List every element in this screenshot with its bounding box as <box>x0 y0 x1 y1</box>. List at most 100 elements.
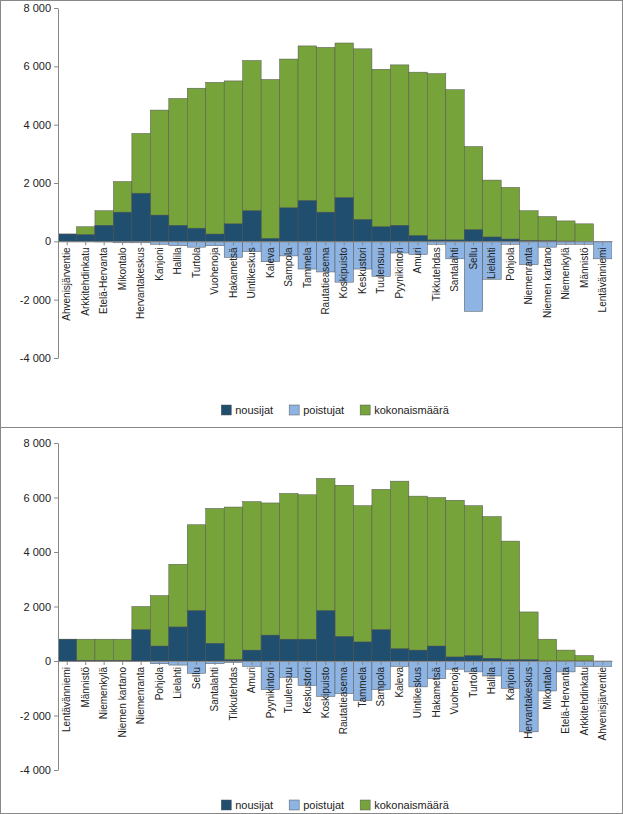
tick-label: Arkkitehdinkatu <box>80 247 91 315</box>
tick-mark <box>547 661 548 665</box>
tick-mark <box>510 661 511 665</box>
tick-mark <box>473 241 474 245</box>
legend-item: nousijat <box>221 799 273 811</box>
bar <box>575 656 593 661</box>
tick-label: Koskipuisto <box>338 247 349 299</box>
tick-mark <box>214 241 215 245</box>
tick: Tammela <box>357 661 368 708</box>
tick-label: Tuulensuu <box>375 247 386 293</box>
bar <box>243 650 261 661</box>
bar <box>243 61 261 242</box>
tick-mark <box>491 241 492 245</box>
tick-label: Sampola <box>375 667 386 707</box>
bar <box>317 478 335 661</box>
bar <box>280 59 298 241</box>
bar <box>113 182 131 242</box>
bar <box>335 43 353 241</box>
bar <box>427 74 445 242</box>
tick-label: Uintikeskus <box>246 247 257 298</box>
tick-label: Kaleva <box>265 247 276 278</box>
tick-label: Amuri <box>412 247 423 273</box>
bar <box>224 81 242 241</box>
tick-mark <box>54 183 58 184</box>
tick-label: Hakametsä <box>228 247 239 298</box>
x-axis: LentävänniemiMännistöNiemenkyläNiemen ka… <box>59 661 613 740</box>
legend-swatch <box>221 800 231 810</box>
tick-label: -2 000 <box>20 710 51 722</box>
chart: -4 000-2 00002 0004 0006 0008 000Lentävä… <box>20 437 613 811</box>
tick-label: Turtola <box>468 667 479 698</box>
tick-mark <box>54 498 58 499</box>
tick: 2 000 <box>23 177 58 189</box>
bar <box>409 236 427 242</box>
bar <box>390 481 408 661</box>
tick: Vuohenoja <box>209 241 220 294</box>
bar <box>464 506 482 661</box>
tick-label: Koskipuisto <box>320 667 331 719</box>
tick-label: Ahvenisjärventie <box>61 247 72 321</box>
tick: Lentävänniemi <box>61 661 72 732</box>
tick: Sellu <box>191 661 202 689</box>
tick-mark <box>528 661 529 665</box>
tick-label: Etelä-Hervanta <box>98 247 109 314</box>
tick: 8 000 <box>23 437 58 449</box>
bar <box>206 508 224 661</box>
bar <box>427 498 445 662</box>
legend-item: poistujat <box>289 404 344 416</box>
tick: Hervantakeskus <box>135 241 146 319</box>
bar <box>446 500 464 661</box>
tick-mark <box>399 241 400 245</box>
bar <box>150 215 168 241</box>
bar <box>409 650 427 661</box>
tick-label: Niemenkylä <box>560 247 571 300</box>
bar <box>520 660 538 661</box>
tick-mark <box>455 241 456 245</box>
bar <box>483 658 501 661</box>
legend-swatch <box>360 800 370 810</box>
tick: Niemenranta <box>523 241 534 304</box>
tick: 0 <box>45 235 58 247</box>
tick: Sellu <box>468 241 479 269</box>
tick-label: Arkkitehdinkatu <box>579 667 590 735</box>
tick: 0 <box>45 655 58 667</box>
tick: Pyynikintori <box>394 241 405 298</box>
tick-mark <box>270 241 271 245</box>
tick-mark <box>602 241 603 245</box>
bar <box>372 227 390 242</box>
bar <box>483 237 501 241</box>
tick-mark <box>122 241 123 245</box>
bar <box>427 646 445 661</box>
tick: Etelä-Hervanta <box>98 241 109 314</box>
tick-label: Keskustori <box>357 247 368 294</box>
tick-label: Pyynikintori <box>265 667 276 718</box>
bar <box>132 630 150 661</box>
bar <box>261 635 279 661</box>
tick: -2 000 <box>20 294 58 306</box>
tick: Tikkutehdas <box>431 241 442 301</box>
tick: Mikontalo <box>542 661 553 710</box>
series <box>58 611 538 661</box>
tick-mark <box>344 241 345 245</box>
tick: Hakametsä <box>228 241 239 298</box>
tick-label: Männistö <box>80 667 91 708</box>
bar <box>483 517 501 661</box>
tick-mark <box>455 661 456 665</box>
legend-label: kokonaismäärä <box>374 799 449 811</box>
tick-mark <box>362 661 363 665</box>
tick: Tikkutehdas <box>228 661 239 721</box>
legend-swatch <box>289 405 299 415</box>
tick-mark <box>251 241 252 245</box>
tick: Vuohenoja <box>449 661 460 714</box>
tick-mark <box>307 661 308 665</box>
tick: Sampola <box>375 661 386 706</box>
bar <box>150 596 168 661</box>
legend-item: poistujat <box>289 799 344 811</box>
tick-label: Amuri <box>246 667 257 693</box>
tick: Tuulensuu <box>283 661 294 713</box>
tick-label: Hervantakeskus <box>523 667 534 739</box>
bar <box>224 660 242 661</box>
tick-mark <box>381 241 382 245</box>
tick-mark <box>54 300 58 301</box>
bar <box>261 238 279 241</box>
tick-mark <box>288 241 289 245</box>
